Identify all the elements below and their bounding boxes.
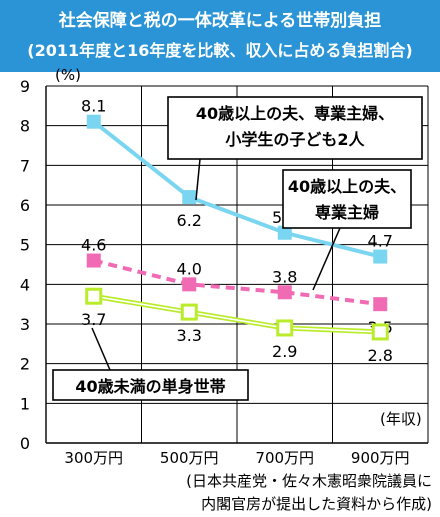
y-tick-label-0: 0 — [20, 434, 30, 453]
series-line-inner-2 — [93, 295, 381, 333]
legend-box-2 — [52, 369, 249, 401]
y-tick-label-4: 4 — [20, 275, 30, 294]
series-2-data-label-2: 2.9 — [272, 342, 297, 361]
x-tick-label-3: 900万円 — [351, 449, 410, 467]
legend-box-0 — [167, 96, 423, 160]
series-0-point-2 — [277, 225, 292, 240]
title-band — [0, 0, 440, 72]
x-tick-label-1: 500万円 — [160, 449, 219, 467]
series-0-data-label-0: 8.1 — [81, 97, 106, 116]
series-2-point-1 — [180, 303, 198, 321]
series-1-data-label-1: 4.0 — [177, 259, 202, 278]
series-1-data-label-0: 4.6 — [81, 236, 106, 255]
series-1-point-1 — [182, 277, 197, 292]
chart-subtitle: (2011年度と16年度を比較、収入に占める負担割合) — [27, 41, 413, 60]
series-1-point-0 — [86, 253, 101, 268]
legend-label-1-1: 専業主婦 — [315, 203, 379, 222]
series-1-point-2 — [277, 285, 292, 300]
series-2-point-0 — [85, 287, 103, 305]
series-1-point-3 — [373, 297, 388, 312]
series-1-data-label-2: 3.8 — [272, 267, 297, 286]
legend-label-0-0: 40歳以上の夫、専業主婦、 — [196, 104, 394, 123]
series-line-1 — [93, 258, 381, 307]
x-tick-label-2: 700万円 — [255, 449, 314, 467]
source-note-0: (日本共産党・佐々木憲昭衆院議員に — [186, 472, 432, 490]
y-tick-label-7: 7 — [20, 156, 30, 175]
legend-label-2-0: 40歳未満の単身世帯 — [75, 377, 225, 396]
y-tick-label-5: 5 — [20, 236, 30, 255]
x-tick-label-0: 300万円 — [64, 449, 123, 467]
series-2-point-3 — [371, 323, 389, 341]
series-0-data-label-1: 6.2 — [177, 211, 202, 230]
legend-leader-2 — [91, 327, 111, 371]
series-2-data-label-1: 3.3 — [177, 326, 202, 345]
y-tick-label-2: 2 — [20, 355, 30, 374]
legend-leader-0 — [195, 158, 201, 201]
series-0-point-1 — [182, 190, 197, 205]
x-unit-label: (年収) — [380, 410, 422, 428]
series-2-point-2 — [276, 319, 294, 337]
legend-leader-1 — [312, 227, 341, 291]
y-tick-label-9: 9 — [20, 77, 30, 96]
series-2-data-label-3: 2.8 — [368, 346, 393, 365]
y-tick-label-8: 8 — [20, 117, 30, 136]
y-unit-label: (%) — [55, 66, 81, 84]
y-tick-label-1: 1 — [20, 394, 30, 413]
chart-title: 社会保障と税の一体改革による世帯別負担 — [58, 11, 382, 31]
series-0-data-label-3: 4.7 — [368, 232, 393, 251]
legend-label-0-1: 小学生の子ども2人 — [225, 130, 365, 149]
legend-label-1-0: 40歳以上の夫、 — [288, 177, 406, 196]
series-2-data-label-0: 3.7 — [81, 310, 106, 329]
y-tick-label-3: 3 — [20, 315, 30, 334]
series-0-point-3 — [373, 249, 388, 264]
y-tick-label-6: 6 — [20, 196, 30, 215]
legend-box-1 — [282, 169, 412, 229]
series-0-point-0 — [86, 114, 101, 129]
source-note-1: 内閣官房が提出した資料から作成) — [201, 495, 432, 513]
